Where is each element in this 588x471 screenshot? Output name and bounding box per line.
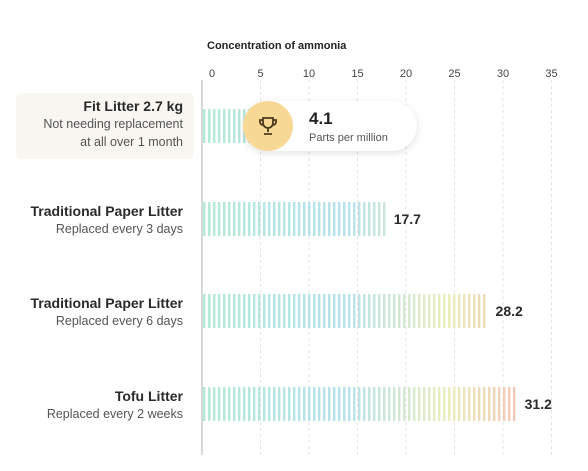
category-subtitle: Replaced every 2 weeks: [46, 407, 183, 421]
bar: [203, 202, 386, 236]
trophy-icon: [243, 101, 293, 151]
value-label: 17.7: [394, 211, 421, 227]
x-tick-label: 20: [400, 68, 412, 80]
category-label-fit-litter: Fit Litter 2.7 kg Not needing replacemen…: [43, 97, 183, 151]
category-subtitle: Not needing replacement: [43, 117, 183, 131]
value-labels: 17.7 28.2 31.2: [394, 211, 552, 412]
category-label-paper-6-days: Traditional Paper Litter Replaced every …: [31, 294, 183, 330]
x-tick-label: 5: [257, 68, 263, 80]
highlight-badge: 4.1 Parts per million: [243, 101, 417, 151]
bar: [203, 294, 486, 328]
category-name: Traditional Paper Litter: [30, 203, 183, 219]
highlight-unit: Parts per million: [309, 132, 388, 144]
bars: [203, 109, 516, 421]
category-name: Fit Litter 2.7 kg: [83, 98, 183, 114]
x-axis-title: Concentration of ammonia: [207, 40, 347, 52]
category-label-tofu-litter: Tofu Litter Replaced every 2 weeks: [47, 387, 183, 423]
category-label-paper-3-days: Traditional Paper Litter Replaced every …: [31, 202, 183, 238]
highlight-value: 4.1: [309, 109, 333, 128]
category-name: Traditional Paper Litter: [30, 295, 183, 311]
x-tick-label: 30: [497, 68, 509, 80]
x-tick-label: 25: [448, 68, 460, 80]
category-name: Tofu Litter: [114, 388, 183, 404]
x-axis-ticks: 0 5 10 15 20 25 30 35: [209, 68, 558, 80]
category-subtitle: Replaced every 6 days: [55, 314, 183, 328]
x-tick-label: 10: [303, 68, 315, 80]
category-highlight: [16, 93, 194, 159]
x-tick-label: 0: [209, 68, 215, 80]
value-label: 31.2: [525, 396, 552, 412]
category-subtitle: Replaced every 3 days: [55, 222, 183, 236]
x-tick-label: 35: [545, 68, 557, 80]
category-subtitle: at all over 1 month: [80, 135, 183, 149]
value-label: 28.2: [496, 303, 523, 319]
x-tick-label: 15: [351, 68, 363, 80]
bar: [203, 387, 516, 421]
